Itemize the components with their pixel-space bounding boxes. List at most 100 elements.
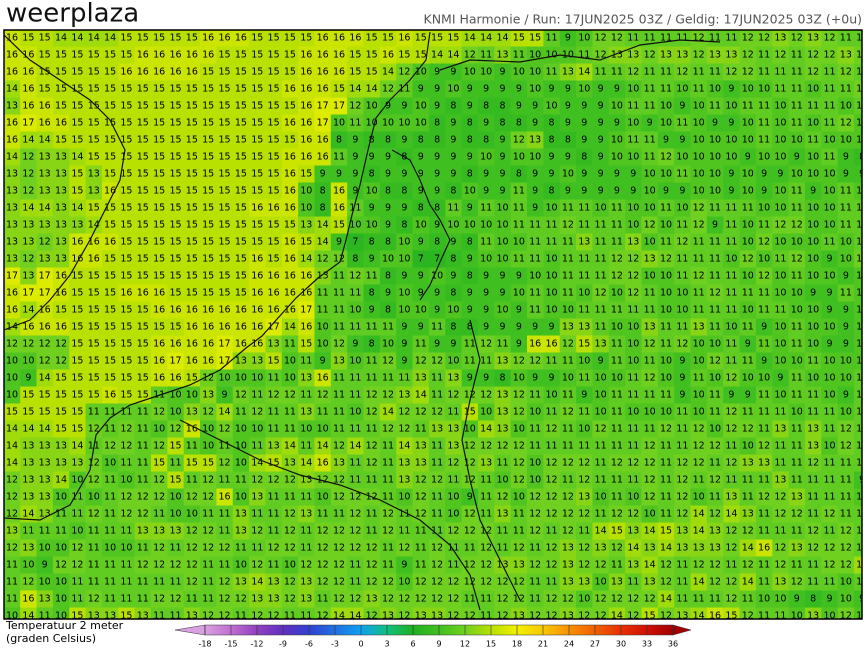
temperature-value: 9	[532, 322, 538, 333]
temperature-value: 15	[333, 84, 345, 95]
temperature-value: 9	[728, 390, 734, 401]
field-cell	[347, 30, 365, 47]
field-cell	[232, 267, 250, 285]
temperature-value: 10	[627, 118, 639, 129]
temperature-value: 15	[71, 373, 83, 384]
temperature-value: 15	[447, 33, 459, 44]
temperature-value: 13	[202, 390, 214, 401]
field-cell	[36, 46, 54, 64]
temperature-value: 10	[447, 84, 459, 95]
temperature-value: 15	[186, 135, 198, 146]
temperature-value: 12	[546, 492, 558, 503]
temperature-value: 13	[268, 441, 280, 452]
temperature-value: 12	[758, 492, 770, 503]
field-cell	[559, 63, 577, 81]
field-cell	[428, 63, 446, 81]
field-cell	[101, 148, 119, 166]
field-cell	[428, 114, 446, 132]
field-cell	[69, 131, 87, 149]
temperature-value: 14	[22, 509, 34, 520]
field-cell	[36, 284, 54, 302]
temperature-value: 10	[742, 237, 754, 248]
temperature-value: 13	[333, 356, 345, 367]
temperature-value: 14	[6, 441, 18, 452]
temperature-value: 12	[153, 407, 165, 418]
field-cell	[183, 80, 201, 98]
temperature-value: 11	[55, 509, 67, 520]
temperature-value: 14	[693, 577, 705, 588]
field-cell	[804, 182, 822, 200]
field-cell	[706, 148, 724, 166]
temperature-value: 13	[595, 339, 607, 350]
temperature-value: 12	[627, 271, 639, 282]
temperature-value: 12	[317, 611, 329, 622]
temperature-value: 11	[300, 390, 312, 401]
temperature-value: 11	[595, 67, 607, 78]
field-cell	[183, 165, 201, 183]
field-cell	[314, 199, 332, 217]
field-cell	[167, 46, 185, 64]
temperature-value: 11	[415, 339, 427, 350]
temperature-value: 11	[791, 441, 803, 452]
temperature-value: 12	[153, 441, 165, 452]
temperature-value: 10	[366, 101, 378, 112]
temperature-value: 17	[317, 101, 329, 112]
temperature-value: 12	[333, 441, 345, 452]
field-cell	[804, 216, 822, 234]
temperature-value: 11	[791, 526, 803, 537]
temperature-value: 12	[71, 560, 83, 571]
temperature-value: 13	[22, 475, 34, 486]
temperature-value: 15	[235, 186, 247, 197]
temperature-value: 9	[549, 373, 555, 384]
field-cell	[772, 182, 790, 200]
temperature-value: 14	[660, 594, 672, 605]
temperature-value: 10	[284, 373, 296, 384]
temperature-value: 12	[660, 577, 672, 588]
field-cell	[150, 182, 168, 200]
temperature-value: 15	[71, 288, 83, 299]
temperature-value: 10	[758, 84, 770, 95]
field-cell	[69, 30, 87, 47]
temperature-value: 12	[464, 50, 476, 61]
temperature-value: 9	[385, 203, 391, 214]
temperature-value: 14	[71, 441, 83, 452]
field-cell	[445, 46, 463, 64]
temperature-value: 11	[562, 237, 574, 248]
temperature-value: 15	[120, 203, 132, 214]
temperature-value: 11	[611, 67, 623, 78]
temperature-value: 11	[251, 390, 263, 401]
field-cell	[118, 284, 136, 302]
temperature-value: 13	[562, 543, 574, 554]
temperature-value: 11	[676, 254, 688, 265]
temperature-value: 10	[791, 169, 803, 180]
field-cell	[559, 199, 577, 217]
temperature-value: 14	[415, 390, 427, 401]
field-cell	[706, 250, 724, 268]
field-cell	[527, 284, 544, 302]
temperature-value: 11	[807, 135, 819, 146]
temperature-value: 15	[202, 288, 214, 299]
temperature-value: 11	[709, 322, 721, 333]
field-cell	[150, 80, 168, 98]
temperature-value: 10	[774, 186, 786, 197]
field-cell	[314, 97, 332, 115]
temperature-value: 16	[219, 322, 231, 333]
temperature-value: 16	[317, 373, 329, 384]
temperature-value: 11	[758, 577, 770, 588]
temperature-value: 10	[415, 118, 427, 129]
temperature-value: 15	[120, 305, 132, 316]
temperature-value: 12	[496, 611, 508, 622]
temperature-value: 9	[745, 152, 751, 163]
field-cell	[85, 63, 103, 81]
colorbar-tick-label: 27	[590, 640, 600, 649]
temperature-value: 12	[742, 611, 754, 622]
temperature-value: 15	[202, 169, 214, 180]
field-cell	[755, 199, 773, 217]
temperature-value: 14	[693, 526, 705, 537]
field-cell	[527, 250, 544, 268]
temperature-value: 11	[496, 339, 508, 350]
field-cell	[36, 199, 54, 217]
temperature-value: 13	[88, 186, 100, 197]
temperature-value: 10	[55, 543, 67, 554]
temperature-value: 11	[660, 441, 672, 452]
